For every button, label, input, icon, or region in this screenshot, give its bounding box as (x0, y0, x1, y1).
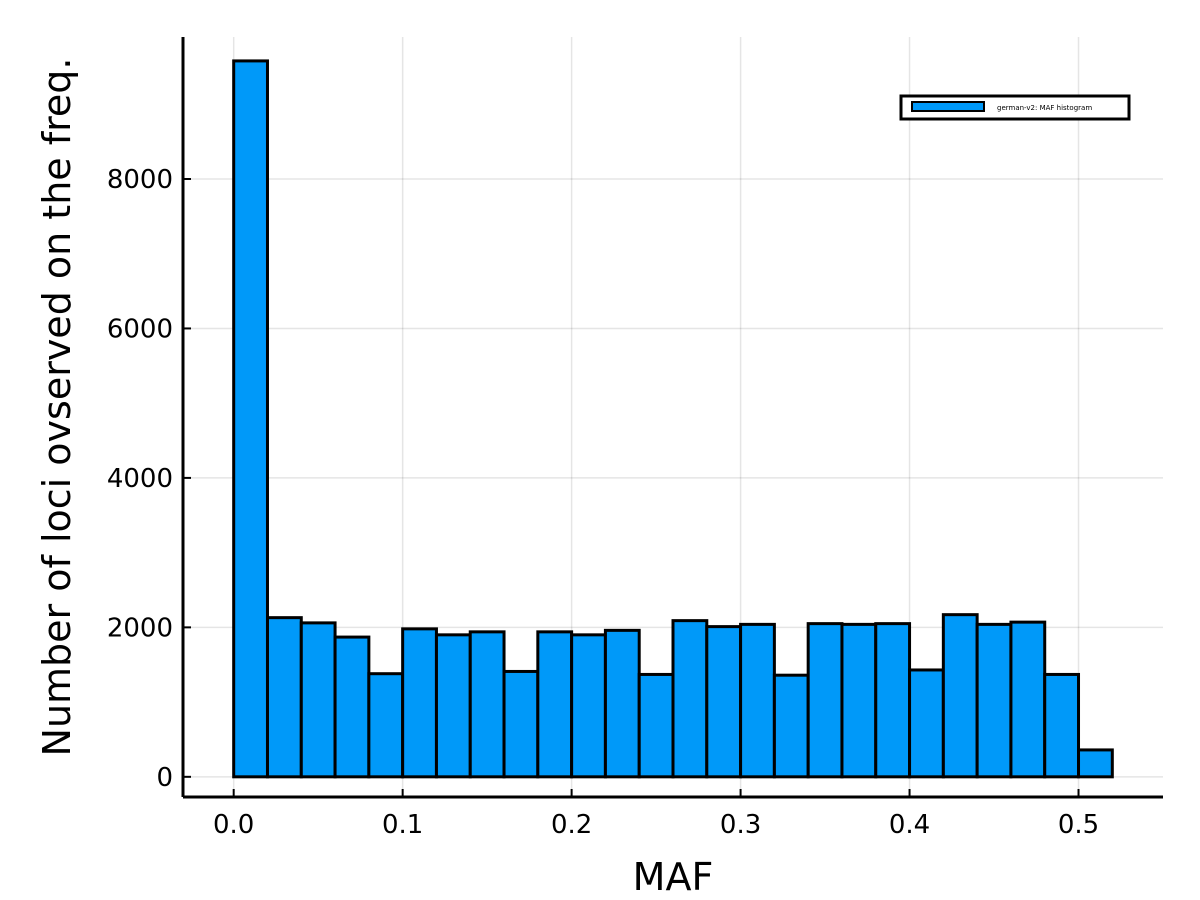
histogram-bar (536, 630, 574, 779)
legend-swatch (911, 101, 985, 112)
x-axis-title: MAF (633, 855, 714, 899)
legend: german-v2: MAF histogram (899, 94, 1131, 121)
histogram-bar (874, 622, 912, 779)
histogram-bar (1043, 672, 1081, 779)
histogram-bar (367, 672, 405, 779)
histogram-bar (840, 622, 878, 779)
histogram-bar (401, 627, 438, 779)
histogram-bar (570, 633, 607, 779)
histogram-bar (975, 622, 1013, 779)
histogram-bar (908, 668, 945, 779)
histogram-bar (941, 613, 979, 779)
y-tick-label: 4000 (107, 464, 173, 494)
histogram-bar (502, 669, 540, 779)
histogram-bar (1009, 620, 1047, 779)
histogram-bar (637, 672, 675, 779)
histogram-bar (468, 630, 506, 779)
histogram-bar (739, 622, 776, 779)
histogram-bar (772, 673, 810, 779)
x-tick-label: 0.3 (720, 810, 761, 840)
y-tick-label: 8000 (107, 165, 173, 195)
histogram-bars (232, 59, 1114, 779)
legend-label: german-v2: MAF histogram (997, 104, 1092, 112)
x-tick-label: 0.0 (213, 810, 254, 840)
axes (181, 37, 1163, 799)
y-tick-label: 0 (156, 763, 173, 793)
histogram-bar (265, 616, 303, 779)
x-tick-label: 0.5 (1058, 810, 1099, 840)
x-tick-label: 0.4 (889, 810, 930, 840)
histogram-bar (705, 625, 743, 779)
y-tick-label: 6000 (107, 314, 173, 344)
x-axis-ticks: 0.0 0.1 0.2 0.3 0.4 0.5 (213, 789, 1099, 840)
histogram-bar (806, 622, 844, 779)
histogram-bar (1077, 748, 1114, 779)
y-axis-title: Number of loci ovserved on the freq. (35, 58, 79, 757)
x-tick-label: 0.1 (382, 810, 423, 840)
histogram-bar (434, 633, 472, 779)
histogram-bar (333, 635, 371, 779)
x-tick-label: 0.2 (551, 810, 592, 840)
histogram-bar (232, 59, 269, 779)
histogram-bar (603, 628, 641, 779)
histogram-bar (299, 621, 337, 779)
y-axis-ticks: 0 2000 4000 6000 8000 (107, 165, 191, 793)
histogram-bar (671, 619, 709, 779)
y-tick-label: 2000 (107, 613, 173, 643)
